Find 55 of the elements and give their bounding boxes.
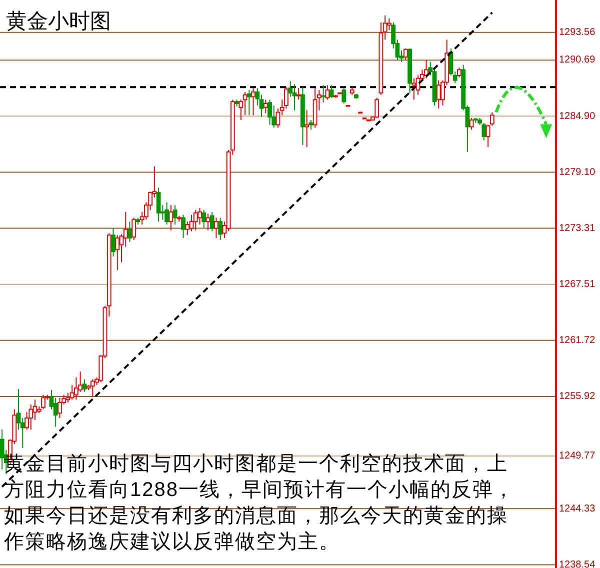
candlestick bbox=[164, 202, 169, 225]
candlestick bbox=[90, 378, 95, 398]
candlestick bbox=[246, 89, 252, 116]
candlestick bbox=[41, 394, 46, 410]
candlestick bbox=[128, 221, 132, 242]
candlestick bbox=[304, 110, 310, 148]
y-tick-label: 1293.56 bbox=[559, 26, 596, 38]
y-tick-label: 1284.90 bbox=[559, 110, 596, 122]
text: 黄金小时图 bbox=[6, 10, 111, 33]
candlestick bbox=[387, 18, 392, 30]
y-tick-label: 1267.51 bbox=[559, 279, 596, 290]
candlestick bbox=[28, 404, 34, 430]
y-tick-label: 1290.69 bbox=[559, 54, 596, 66]
candlestick bbox=[206, 213, 210, 231]
y-tick-label: 1279.10 bbox=[559, 166, 596, 178]
candlestick bbox=[58, 397, 62, 419]
candlestick bbox=[263, 99, 268, 114]
y-tick-label: 1273.31 bbox=[559, 222, 596, 234]
candlestick bbox=[189, 214, 194, 232]
candlestick bbox=[218, 217, 223, 240]
candlestick bbox=[457, 67, 462, 78]
candlestick bbox=[168, 204, 174, 231]
candlestick bbox=[436, 80, 441, 109]
y-tick-label: 1249.77 bbox=[559, 450, 596, 462]
candlestick bbox=[308, 119, 314, 130]
candlestick bbox=[403, 48, 408, 60]
candlestick bbox=[412, 78, 416, 100]
candlestick bbox=[469, 118, 474, 130]
candlestick bbox=[242, 91, 248, 116]
candlestick bbox=[251, 88, 256, 116]
candlestick bbox=[115, 234, 120, 270]
y-tick-label: 1255.92 bbox=[559, 391, 596, 402]
candlestick bbox=[202, 209, 206, 229]
candlestick bbox=[268, 99, 272, 126]
candlestick bbox=[193, 209, 198, 231]
candlestick bbox=[292, 84, 297, 111]
y-tick-label: 1244.33 bbox=[559, 503, 596, 514]
candlestick bbox=[482, 122, 486, 141]
candlestick bbox=[296, 88, 301, 100]
candlestick bbox=[172, 204, 178, 225]
candlestick bbox=[321, 84, 326, 104]
candlestick bbox=[132, 217, 136, 240]
y-tick-label: 1238.54 bbox=[559, 559, 596, 568]
y-tick-label: 1261.72 bbox=[559, 335, 596, 346]
candlestick bbox=[342, 88, 346, 104]
candlestick bbox=[82, 378, 87, 392]
candlestick bbox=[181, 214, 186, 239]
candlestick bbox=[214, 217, 218, 239]
candlestick bbox=[329, 84, 334, 98]
candlestick bbox=[325, 84, 330, 100]
candlestick bbox=[0, 429, 4, 470]
candlestick bbox=[210, 211, 214, 232]
candlestick bbox=[111, 228, 116, 257]
candlestick bbox=[374, 97, 380, 119]
candlestick bbox=[156, 187, 161, 222]
